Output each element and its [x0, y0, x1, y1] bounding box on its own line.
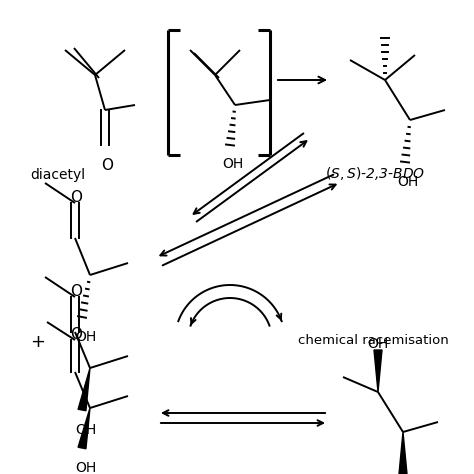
Text: OH: OH	[222, 157, 244, 171]
Text: OH: OH	[75, 423, 97, 437]
Text: O: O	[70, 284, 82, 299]
Text: O: O	[70, 190, 82, 205]
Text: OH: OH	[397, 175, 419, 189]
Text: $(S,S)$-2,3-BDO: $(S,S)$-2,3-BDO	[325, 165, 425, 182]
Polygon shape	[374, 350, 382, 392]
Text: O: O	[101, 158, 113, 173]
Text: chemical racemisation: chemical racemisation	[298, 334, 449, 346]
Text: OH: OH	[75, 330, 97, 344]
Text: OH: OH	[75, 461, 97, 474]
Text: diacetyl: diacetyl	[30, 168, 86, 182]
Polygon shape	[78, 408, 90, 449]
Text: O: O	[70, 327, 82, 342]
Polygon shape	[78, 368, 90, 411]
Polygon shape	[399, 432, 407, 474]
Text: +: +	[30, 333, 46, 351]
Text: OH: OH	[367, 337, 389, 351]
